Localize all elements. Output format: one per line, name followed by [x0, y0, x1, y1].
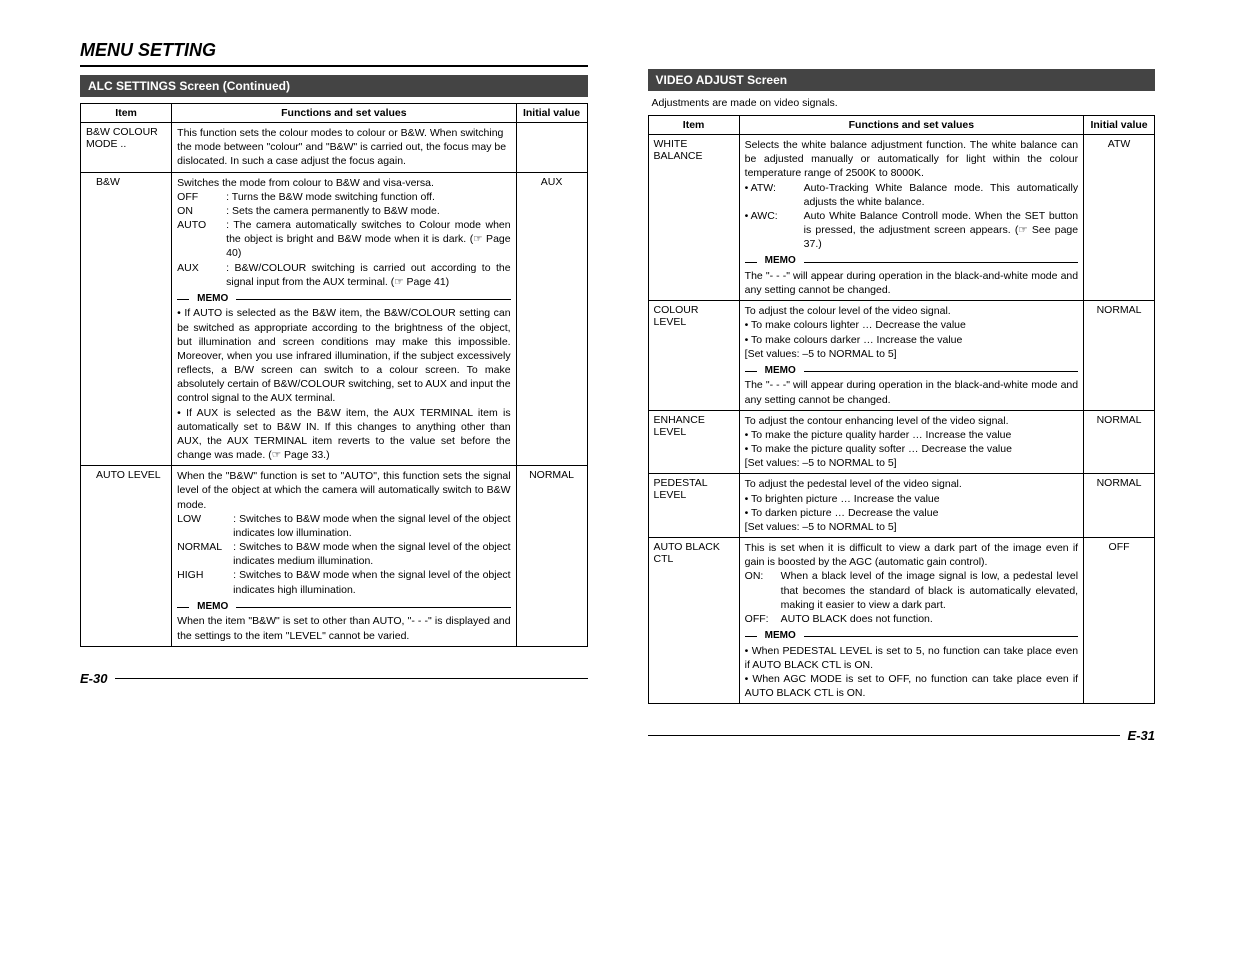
init-cell: NORMAL	[1084, 410, 1155, 474]
right-page: VIDEO ADJUST Screen Adjustments are made…	[648, 40, 1156, 743]
init-cell: NORMAL	[516, 466, 587, 646]
page-number: E-31	[1128, 728, 1155, 743]
memo-box: MEMO • When PEDESTAL LEVEL is set to 5, …	[745, 630, 1078, 700]
table-row: WHITE BALANCE Selects the white balance …	[648, 135, 1155, 301]
col-header-func: Functions and set values	[172, 104, 516, 123]
option-list: ON:When a black level of the image signa…	[745, 569, 1078, 626]
func-cell: This is set when it is difficult to view…	[739, 538, 1083, 704]
init-cell	[516, 123, 587, 173]
item-cell: AUTO BLACK CTL	[648, 538, 739, 704]
table-row: AUTO BLACK CTL This is set when it is di…	[648, 538, 1155, 704]
left-footer: E-30	[80, 671, 588, 686]
right-section-bar: VIDEO ADJUST Screen	[648, 69, 1156, 91]
table-row: B&W COLOUR MODE .. This function sets th…	[81, 123, 588, 173]
item-cell: WHITE BALANCE	[648, 135, 739, 301]
item-cell: B&W COLOUR MODE ..	[81, 123, 172, 173]
left-settings-table: Item Functions and set values Initial va…	[80, 103, 588, 647]
col-header-item: Item	[81, 104, 172, 123]
left-page: MENU SETTING ALC SETTINGS Screen (Contin…	[80, 40, 588, 743]
func-cell: To adjust the pedestal level of the vide…	[739, 474, 1083, 538]
option-list: OFF: Turns the B&W mode switching functi…	[177, 190, 510, 289]
init-cell: NORMAL	[1084, 301, 1155, 411]
col-header-func: Functions and set values	[739, 116, 1083, 135]
col-header-item: Item	[648, 116, 739, 135]
item-cell: PEDESTAL LEVEL	[648, 474, 739, 538]
item-cell: B&W	[81, 172, 172, 466]
memo-box: MEMO When the item "B&W" is set to other…	[177, 601, 510, 643]
right-intro: Adjustments are made on video signals.	[648, 97, 1156, 109]
item-cell: COLOUR LEVEL	[648, 301, 739, 411]
init-cell: NORMAL	[1084, 474, 1155, 538]
page-number: E-30	[80, 671, 107, 686]
memo-box: MEMO • If AUTO is selected as the B&W it…	[177, 293, 510, 462]
table-row: COLOUR LEVEL To adjust the colour level …	[648, 301, 1155, 411]
memo-box: MEMO The "- - -" will appear during oper…	[745, 365, 1078, 407]
func-cell: To adjust the colour level of the video …	[739, 301, 1083, 411]
init-cell: ATW	[1084, 135, 1155, 301]
init-cell: OFF	[1084, 538, 1155, 704]
left-section-bar: ALC SETTINGS Screen (Continued)	[80, 75, 588, 97]
right-settings-table: Item Functions and set values Initial va…	[648, 115, 1156, 704]
table-row: B&W Switches the mode from colour to B&W…	[81, 172, 588, 466]
init-cell: AUX	[516, 172, 587, 466]
right-footer: E-31	[648, 728, 1156, 743]
func-cell: When the "B&W" function is set to "AUTO"…	[172, 466, 516, 646]
col-header-init: Initial value	[1084, 116, 1155, 135]
func-cell: Selects the white balance adjustment fun…	[739, 135, 1083, 301]
memo-box: MEMO The "- - -" will appear during oper…	[745, 255, 1078, 297]
item-cell: ENHANCE LEVEL	[648, 410, 739, 474]
option-list: • ATW:Auto-Tracking White Balance mode. …	[745, 181, 1078, 252]
table-row: PEDESTAL LEVEL To adjust the pedestal le…	[648, 474, 1155, 538]
item-cell: AUTO LEVEL	[81, 466, 172, 646]
func-cell: This function sets the colour modes to c…	[172, 123, 516, 173]
page-spread: MENU SETTING ALC SETTINGS Screen (Contin…	[80, 40, 1155, 743]
main-title: MENU SETTING	[80, 40, 588, 67]
table-row: AUTO LEVEL When the "B&W" function is se…	[81, 466, 588, 646]
table-row: ENHANCE LEVEL To adjust the contour enha…	[648, 410, 1155, 474]
func-cell: Switches the mode from colour to B&W and…	[172, 172, 516, 466]
func-cell: To adjust the contour enhancing level of…	[739, 410, 1083, 474]
option-list: LOW: Switches to B&W mode when the signa…	[177, 512, 510, 597]
col-header-init: Initial value	[516, 104, 587, 123]
